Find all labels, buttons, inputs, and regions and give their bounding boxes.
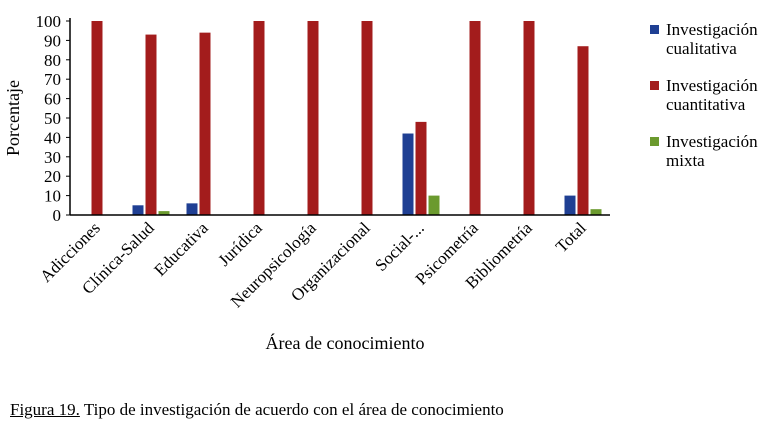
bar [253,21,265,215]
y-tick-label: 80 [44,51,61,70]
bar [523,21,535,215]
y-tick-label: 40 [44,128,61,147]
bar [132,205,144,215]
plot-area: 0102030405060708090100AdiccionesClínica-… [36,12,610,311]
figure-caption-text: Tipo de investigación de acuerdo con el … [79,400,504,419]
bar [590,209,602,215]
y-tick-label: 50 [44,109,61,128]
legend-swatch-cuantitativa [650,81,659,90]
bar [91,21,103,215]
bar [469,21,481,215]
bar [361,21,373,215]
y-tick-label: 0 [53,206,62,225]
bar [428,195,440,215]
y-tick-label: 20 [44,167,61,186]
bar [158,211,170,215]
legend-label-line2: cualitativa [666,39,737,58]
legend-swatch-cualitativa [650,25,659,34]
legend-label-line1: Investigación [666,132,758,151]
x-tick-label: Educativa [150,218,212,280]
x-tick-label: Jurídica [214,218,266,270]
legend-item-cualitativa: Investigación cualitativa [648,20,778,58]
legend-swatch-mixta [650,137,659,146]
figure-caption: Figura 19. Tipo de investigación de acue… [10,400,504,420]
bar [402,133,414,215]
bar [186,203,198,215]
legend-label-line1: Investigación [666,76,758,95]
legend-label-line2: mixta [666,151,705,170]
bar [199,32,211,215]
figure-caption-label: Figura 19. [10,400,80,419]
y-tick-label: 100 [36,12,62,31]
bar [307,21,319,215]
bar [415,121,427,215]
y-tick-label: 10 [44,187,61,206]
y-tick-label: 70 [44,70,61,89]
bar [145,34,157,215]
y-tick-label: 30 [44,148,61,167]
y-tick-label: 90 [44,31,61,50]
bar [577,46,589,215]
legend-label-line2: cuantitativa [666,95,746,114]
y-axis-title: Porcentaje [3,80,23,156]
legend-item-mixta: Investigación mixta [648,132,778,170]
x-axis-title: Área de conocimiento [266,332,425,353]
bar [564,195,576,215]
legend-label-line1: Investigación [666,20,758,39]
x-tick-label: Total [552,218,590,256]
y-tick-label: 60 [44,90,61,109]
legend: Investigación cualitativa Investigación … [648,20,778,188]
legend-item-cuantitativa: Investigación cuantitativa [648,76,778,114]
